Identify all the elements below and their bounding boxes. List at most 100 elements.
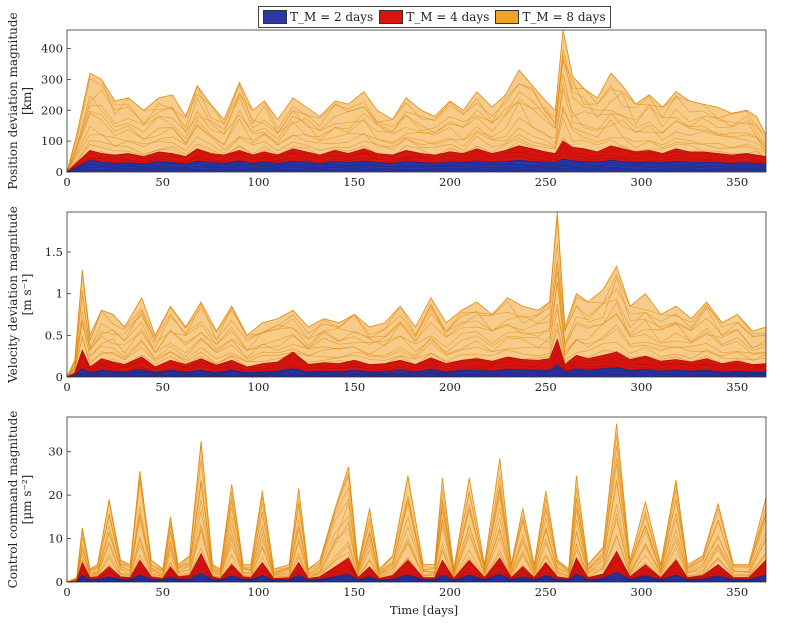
y-axis-label-line: [m s⁻¹] [20, 274, 34, 316]
plot-area [67, 212, 766, 377]
legend-label-tm4: T_M = 4 days [406, 10, 490, 24]
ensemble-line-tm8 [67, 58, 766, 172]
series-area-tm8 [67, 30, 766, 172]
ensemble-line-tm8 [67, 109, 766, 172]
ensemble-line-tm8 [67, 282, 766, 377]
legend-swatch-tm8 [495, 10, 520, 24]
x-tick-label: 250 [535, 175, 557, 189]
series-area-tm4 [67, 338, 766, 377]
ensemble-line-tm8 [67, 84, 766, 172]
plot-area [67, 30, 766, 172]
plot-area [67, 423, 766, 582]
ensemble-line-tm4 [67, 354, 766, 377]
ensemble-line-tm8 [67, 529, 766, 582]
ensemble-line-tm4 [67, 345, 766, 377]
ensemble-line-tm2 [67, 165, 766, 172]
position-deviation-panel: 0 50 100 150 200 250 300 350 0 100 200 300 400 Positi… [6, 12, 767, 190]
ensemble-line-tm8 [67, 504, 766, 582]
y-axis-label: Position deviation magnitude[km] [6, 12, 34, 189]
y-tick-label: 0 [56, 370, 63, 384]
legend-item-tm2: T_M = 2 days [263, 10, 373, 24]
x-tick-label: 300 [631, 585, 653, 599]
y-axis-label: Velocity deviation magnitude[m s⁻¹] [6, 206, 34, 384]
ensemble-line-tm4 [67, 152, 766, 172]
axes-frame [66, 416, 767, 583]
x-tick-label: 350 [726, 175, 748, 189]
ensemble-line-tm2 [67, 168, 766, 172]
ensemble-line-tm8 [67, 514, 766, 582]
y-axis-label-line: [μm s⁻²] [20, 475, 34, 525]
ensemble-line-tm2 [67, 162, 766, 172]
ensemble-line-tm2 [67, 374, 766, 377]
legend-item-tm4: T_M = 4 days [379, 10, 489, 24]
x-tick-label: 350 [726, 585, 748, 599]
ensemble-line-tm8 [67, 517, 766, 582]
x-tick-label: 250 [535, 585, 557, 599]
y-tick-label: 0 [56, 165, 63, 179]
y-tick-label: 1 [56, 287, 63, 301]
ensemble-line-tm8 [67, 260, 766, 377]
ensemble-line-tm2 [67, 371, 766, 377]
ensemble-line-tm2 [67, 373, 766, 377]
ensemble-line-tm2 [67, 164, 766, 172]
x-tick-label: 0 [63, 585, 70, 599]
ensemble-line-tm8 [67, 49, 766, 172]
velocity-deviation-panel: 0 50 100 150 200 250 300 350 0 0.5 1 1.5 Velocity de… [6, 206, 767, 394]
x-tick-label: 50 [155, 585, 170, 599]
x-tick-label: 350 [726, 380, 748, 394]
ensemble-line-tm4 [67, 554, 766, 582]
ensemble-line-tm2 [67, 367, 766, 377]
axes-frame [66, 29, 767, 173]
y-tick-label: 20 [48, 488, 63, 502]
x-tick-label: 150 [343, 585, 365, 599]
ensemble-line-tm8 [67, 323, 766, 377]
ensemble-line-tm2 [67, 160, 766, 172]
legend-label-tm8: T_M = 8 days [522, 10, 606, 24]
legend: T_M = 2 days T_M = 4 days T_M = 8 days [258, 6, 611, 28]
ensemble-line-tm8 [67, 309, 766, 377]
x-tick-label: 100 [248, 380, 270, 394]
ensemble-line-tm8 [67, 281, 766, 377]
ensemble-line-tm8 [67, 444, 766, 582]
y-tick-label: 0 [56, 575, 63, 589]
y-tick-label: 1.5 [45, 245, 63, 259]
x-tick-label: 150 [343, 175, 365, 189]
control-command-panel: 0 50 100 150 200 250 300 350 0 10 20 30 Control comm… [6, 411, 767, 599]
x-tick-label: 100 [248, 175, 270, 189]
y-axis-label-line: Position deviation magnitude [6, 12, 20, 189]
x-tick-label: 200 [439, 585, 461, 599]
x-tick-label: 0 [63, 175, 70, 189]
y-axis-label-line: Control command magnitude [6, 411, 20, 589]
ensemble-line-tm4 [67, 143, 766, 172]
ensemble-line-tm8 [67, 105, 766, 172]
x-tick-label: 250 [535, 380, 557, 394]
y-tick-label: 100 [41, 134, 63, 148]
x-tick-label: 100 [248, 585, 270, 599]
y-axis-label-line: [km] [20, 87, 34, 115]
x-tick-label: 150 [343, 380, 365, 394]
x-tick-label: 200 [439, 380, 461, 394]
x-tick-label: 200 [439, 175, 461, 189]
y-tick-label: 30 [48, 445, 63, 459]
ensemble-line-tm8 [67, 88, 766, 172]
x-axis-label: Time [days] [390, 603, 458, 617]
ensemble-line-tm4 [67, 151, 766, 172]
x-tick-label: 50 [155, 175, 170, 189]
ensemble-line-tm8 [67, 244, 766, 377]
ensemble-line-tm8 [67, 304, 766, 377]
ensemble-line-tm2 [67, 169, 766, 172]
legend-swatch-tm2 [263, 10, 287, 24]
legend-swatch-tm4 [379, 10, 404, 24]
x-tick-label: 0 [63, 380, 70, 394]
y-tick-label: 200 [41, 103, 63, 117]
ensemble-line-tm8 [67, 271, 766, 377]
legend-label-tm2: T_M = 2 days [290, 10, 374, 24]
ensemble-line-tm2 [67, 574, 766, 582]
y-tick-label: 0.5 [45, 328, 63, 342]
x-tick-label: 300 [631, 380, 653, 394]
ensemble-line-tm8 [67, 434, 766, 582]
legend-item-tm8: T_M = 8 days [495, 10, 606, 24]
y-tick-label: 400 [41, 42, 63, 56]
ensemble-line-tm2 [67, 368, 766, 377]
